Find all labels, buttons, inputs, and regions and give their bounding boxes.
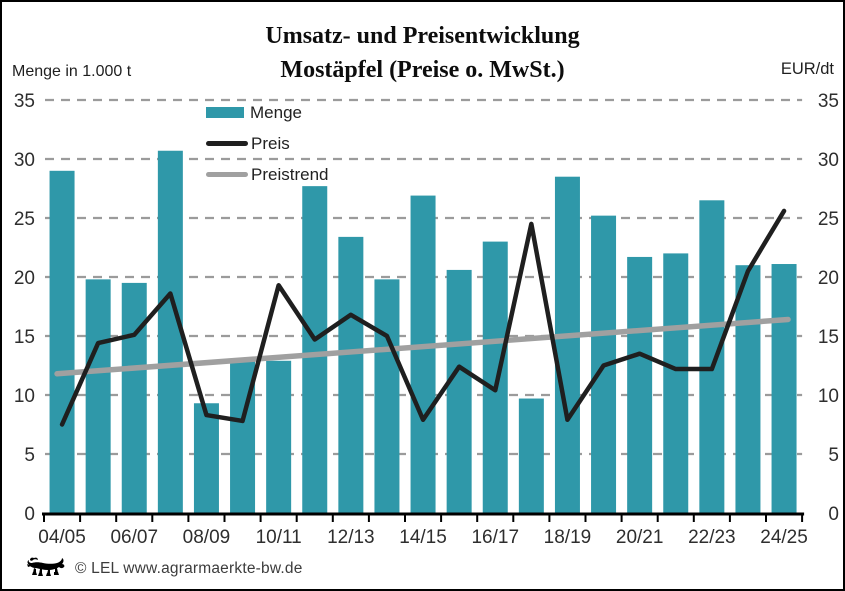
left-axis-unit-label: Menge in 1.000 t (12, 63, 132, 80)
chart-title-line2: Mostäpfel (Preise o. MwSt.) (280, 57, 565, 83)
svg-text:5: 5 (828, 445, 839, 466)
svg-text:0: 0 (828, 504, 839, 525)
svg-text:15: 15 (818, 327, 839, 348)
svg-text:22/23: 22/23 (688, 527, 736, 548)
legend-item-menge: Menge (206, 97, 328, 128)
legend-item-preis: Preis (206, 128, 328, 159)
svg-text:30: 30 (818, 150, 839, 171)
svg-text:25: 25 (818, 209, 839, 230)
svg-text:20: 20 (14, 268, 35, 289)
svg-text:06/07: 06/07 (110, 527, 158, 548)
svg-text:16/17: 16/17 (471, 527, 519, 548)
legend-label-preistrend: Preistrend (251, 164, 329, 184)
svg-text:5: 5 (24, 445, 35, 466)
svg-text:10: 10 (14, 386, 35, 407)
svg-text:04/05: 04/05 (38, 527, 86, 548)
bw-lion-logo-icon (27, 557, 65, 576)
legend-item-preistrend: Preistrend (206, 159, 328, 190)
preistrend-line-swatch-icon (206, 172, 248, 177)
svg-text:10: 10 (818, 386, 839, 407)
footer: © LEL www.agrarmaerkte-bw.de (26, 555, 303, 582)
svg-text:24/25: 24/25 (760, 527, 808, 548)
svg-text:15: 15 (14, 327, 35, 348)
svg-text:12/13: 12/13 (327, 527, 375, 548)
right-axis-unit-label: EUR/dt (780, 60, 834, 78)
svg-text:25: 25 (14, 209, 35, 230)
svg-text:35: 35 (14, 91, 35, 112)
svg-text:14/15: 14/15 (399, 527, 447, 548)
svg-text:20: 20 (818, 268, 839, 289)
preis-line-swatch-icon (206, 141, 248, 146)
svg-text:20/21: 20/21 (616, 527, 664, 548)
chart-title-line1: Umsatz- und Preisentwicklung (265, 23, 580, 49)
svg-text:18/19: 18/19 (544, 527, 592, 548)
legend-label-menge: Menge (250, 102, 302, 122)
svg-text:35: 35 (818, 91, 839, 112)
svg-text:0: 0 (24, 504, 35, 525)
legend-label-preis: Preis (251, 133, 290, 153)
svg-text:30: 30 (14, 150, 35, 171)
svg-text:10/11: 10/11 (256, 527, 302, 548)
svg-text:08/09: 08/09 (183, 527, 231, 548)
menge-bar-swatch-icon (206, 107, 244, 118)
chart-title: Umsatz- und Preisentwicklung Mostäpfel (… (2, 19, 843, 87)
credit-text: © LEL www.agrarmaerkte-bw.de (75, 559, 303, 577)
chart-legend: Menge Preis Preistrend (206, 97, 328, 190)
